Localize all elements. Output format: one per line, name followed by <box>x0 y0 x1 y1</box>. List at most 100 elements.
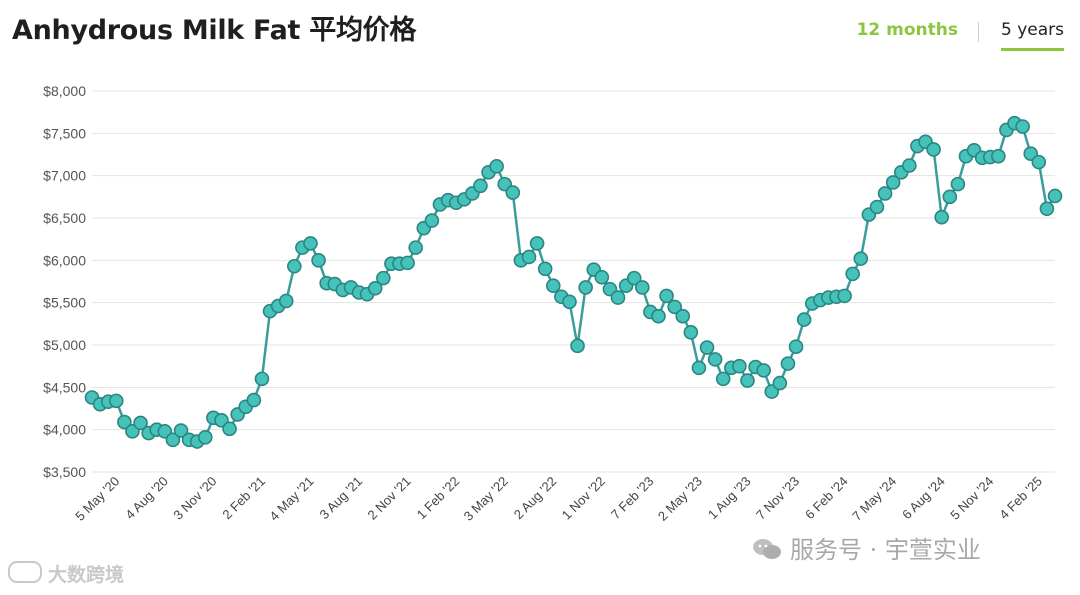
watermark-left: 大数跨境 <box>8 560 124 587</box>
watermark-right: 服务号 · 宇萱实业 <box>752 530 981 565</box>
data-point[interactable] <box>934 209 950 225</box>
series-group <box>84 115 1063 449</box>
data-point[interactable] <box>926 142 941 157</box>
data-point[interactable] <box>707 352 723 367</box>
data-point[interactable] <box>529 236 545 251</box>
x-tick-label: 5 Nov '24 <box>947 474 996 523</box>
data-point[interactable] <box>1015 119 1030 134</box>
data-point[interactable] <box>715 371 731 387</box>
x-tick-label: 6 Feb '24 <box>802 474 851 523</box>
data-point[interactable] <box>222 421 237 437</box>
data-point[interactable] <box>659 288 674 304</box>
data-point[interactable] <box>311 253 326 268</box>
x-tick-label: 4 Feb '25 <box>996 474 1045 523</box>
data-point[interactable] <box>117 414 132 430</box>
watermark-right-text: 服务号 · 宇萱实业 <box>790 536 981 564</box>
x-tick-label: 1 Feb '22 <box>414 474 463 523</box>
data-point[interactable] <box>675 308 691 324</box>
x-tick-label: 4 Aug '20 <box>122 474 171 523</box>
data-point[interactable] <box>634 280 650 295</box>
data-point[interactable] <box>505 185 521 200</box>
data-point[interactable] <box>772 375 788 391</box>
data-point[interactable] <box>408 240 423 255</box>
data-point[interactable] <box>991 148 1006 164</box>
data-point[interactable] <box>473 178 488 194</box>
data-point[interactable] <box>651 308 666 324</box>
time-range-tabs: 12 months 5 years <box>856 18 1064 51</box>
data-point[interactable] <box>1039 201 1055 216</box>
y-tick-label: $4,000 <box>43 422 86 438</box>
data-point[interactable] <box>902 158 917 173</box>
data-point[interactable] <box>367 280 383 296</box>
data-point[interactable] <box>950 176 966 192</box>
data-point[interactable] <box>845 266 860 282</box>
data-point[interactable] <box>278 293 294 309</box>
tab-12-months[interactable]: 12 months <box>856 20 958 40</box>
data-point[interactable] <box>1031 154 1047 170</box>
data-point[interactable] <box>740 373 755 388</box>
data-point[interactable] <box>165 432 181 448</box>
data-point[interactable] <box>254 371 270 387</box>
data-point[interactable] <box>942 189 958 205</box>
data-point[interactable] <box>303 236 318 251</box>
x-tick-label: 7 May '24 <box>849 474 899 524</box>
y-tick-label: $5,000 <box>43 337 86 353</box>
y-tick-label: $3,500 <box>43 464 86 480</box>
x-tick-label: 2 Aug '22 <box>511 474 560 523</box>
watermark-left-text: 大数跨境 <box>48 564 125 586</box>
x-tick-label: 1 Nov '22 <box>559 474 608 523</box>
x-tick-label: 2 May '23 <box>655 474 705 524</box>
data-point[interactable] <box>246 392 262 408</box>
data-point[interactable] <box>837 288 852 304</box>
data-point[interactable] <box>699 340 715 355</box>
data-point[interactable] <box>1047 188 1063 204</box>
y-tick-label: $6,500 <box>43 210 86 226</box>
tab-divider <box>977 22 979 42</box>
data-point[interactable] <box>173 423 189 438</box>
data-point[interactable] <box>521 249 537 265</box>
y-tick-label: $7,000 <box>43 168 86 184</box>
data-point[interactable] <box>562 294 577 310</box>
data-point[interactable] <box>287 258 302 274</box>
x-tick-label: 7 Nov '23 <box>753 474 802 523</box>
data-point[interactable] <box>877 186 893 201</box>
data-point[interactable] <box>376 270 391 286</box>
x-tick-label: 3 May '22 <box>461 474 511 524</box>
data-point[interactable] <box>780 356 796 371</box>
data-point[interactable] <box>537 261 553 277</box>
tab-5-years[interactable]: 5 years <box>1000 18 1064 51</box>
data-point[interactable] <box>545 278 561 294</box>
y-tick-label: $8,000 <box>43 83 86 99</box>
x-tick-label: 2 Feb '21 <box>219 474 268 523</box>
data-point[interactable] <box>197 429 213 445</box>
data-point[interactable] <box>885 175 901 190</box>
data-point[interactable] <box>610 290 626 305</box>
x-tick-label: 2 Nov '21 <box>365 474 414 523</box>
y-tick-label: $4,500 <box>43 379 86 395</box>
data-point[interactable] <box>756 363 771 378</box>
data-point[interactable] <box>869 199 885 215</box>
data-point[interactable] <box>133 415 148 431</box>
data-point[interactable] <box>853 251 869 266</box>
x-tick-label: 7 Feb '23 <box>608 474 657 523</box>
data-point[interactable] <box>400 255 415 271</box>
data-point[interactable] <box>732 358 747 374</box>
data-point[interactable] <box>489 159 504 174</box>
y-tick-label: $5,500 <box>43 295 86 311</box>
x-tick-label: 5 May '20 <box>72 474 122 524</box>
data-point[interactable] <box>683 324 699 340</box>
data-point[interactable] <box>796 312 812 327</box>
data-point[interactable] <box>578 280 593 295</box>
data-point[interactable] <box>626 270 642 286</box>
data-point[interactable] <box>570 338 585 354</box>
data-point[interactable] <box>691 360 707 376</box>
x-tick-label: 4 May '21 <box>266 474 316 524</box>
data-point[interactable] <box>788 339 804 354</box>
data-point[interactable] <box>108 393 124 409</box>
y-axis: $3,500 $4,000 $4,500 $5,000 $5,500 $6,000 $6,5… <box>43 83 86 480</box>
data-point[interactable] <box>594 269 610 285</box>
data-point[interactable] <box>667 299 682 315</box>
data-point[interactable] <box>424 213 440 228</box>
y-tick-label: $7,500 <box>43 125 86 141</box>
